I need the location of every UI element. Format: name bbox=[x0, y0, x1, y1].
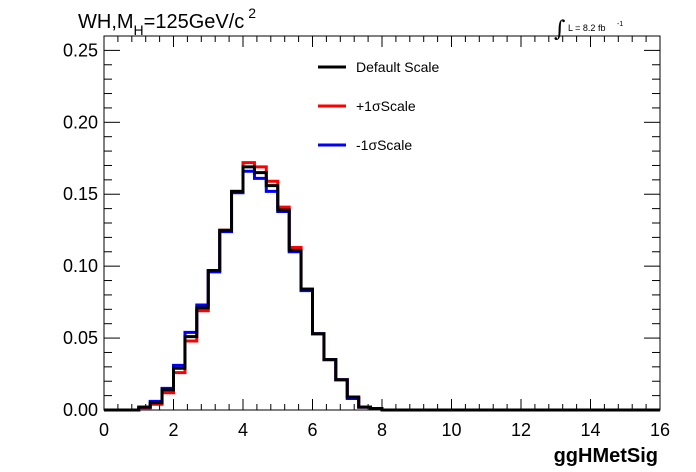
x-tick-label: 0 bbox=[99, 420, 109, 440]
legend-label: Default Scale bbox=[356, 59, 439, 75]
y-axis: 0.00 0.05 0.10 0.15 0.20 0.25 bbox=[63, 35, 660, 420]
x-tick-label: 10 bbox=[441, 420, 461, 440]
x-tick-label: 6 bbox=[307, 420, 317, 440]
x-axis: 0 2 4 6 8 10 12 14 16 bbox=[99, 36, 670, 440]
x-tick-label: 12 bbox=[511, 420, 531, 440]
y-tick-label: 0.15 bbox=[63, 184, 98, 204]
legend-label: +1σScale bbox=[356, 98, 416, 114]
x-tick-label: 8 bbox=[377, 420, 387, 440]
x-tick-label: 4 bbox=[238, 420, 248, 440]
y-tick-label: 0.10 bbox=[63, 256, 98, 276]
y-tick-label: 0.05 bbox=[63, 328, 98, 348]
y-tick-label: 0.00 bbox=[63, 400, 98, 420]
x-tick-label: 14 bbox=[580, 420, 600, 440]
integral-symbol: ∫ bbox=[554, 17, 566, 42]
series-layer bbox=[104, 161, 660, 412]
x-axis-title: ggHMetSig bbox=[554, 445, 658, 467]
luminosity-text: L = 8.2 fb bbox=[568, 23, 605, 33]
x-tick-label: 16 bbox=[650, 420, 670, 440]
legend: Default Scale +1σScale -1σScale bbox=[318, 59, 439, 153]
y-tick-label: 0.20 bbox=[63, 112, 98, 132]
y-tick-label: 0.25 bbox=[63, 40, 98, 60]
luminosity-label: ∫ L = 8.2 fb -1 bbox=[554, 17, 623, 42]
chart-title: WH,MH=125GeV/c 2 bbox=[78, 5, 256, 38]
plot-frame bbox=[103, 35, 661, 411]
x-tick-label: 2 bbox=[168, 420, 178, 440]
series-line-default-scale bbox=[104, 165, 660, 412]
series-line--1-scale bbox=[104, 169, 660, 412]
luminosity-exponent: -1 bbox=[617, 21, 623, 28]
legend-label: -1σScale bbox=[356, 137, 412, 153]
series-line--1-scale bbox=[104, 161, 660, 412]
